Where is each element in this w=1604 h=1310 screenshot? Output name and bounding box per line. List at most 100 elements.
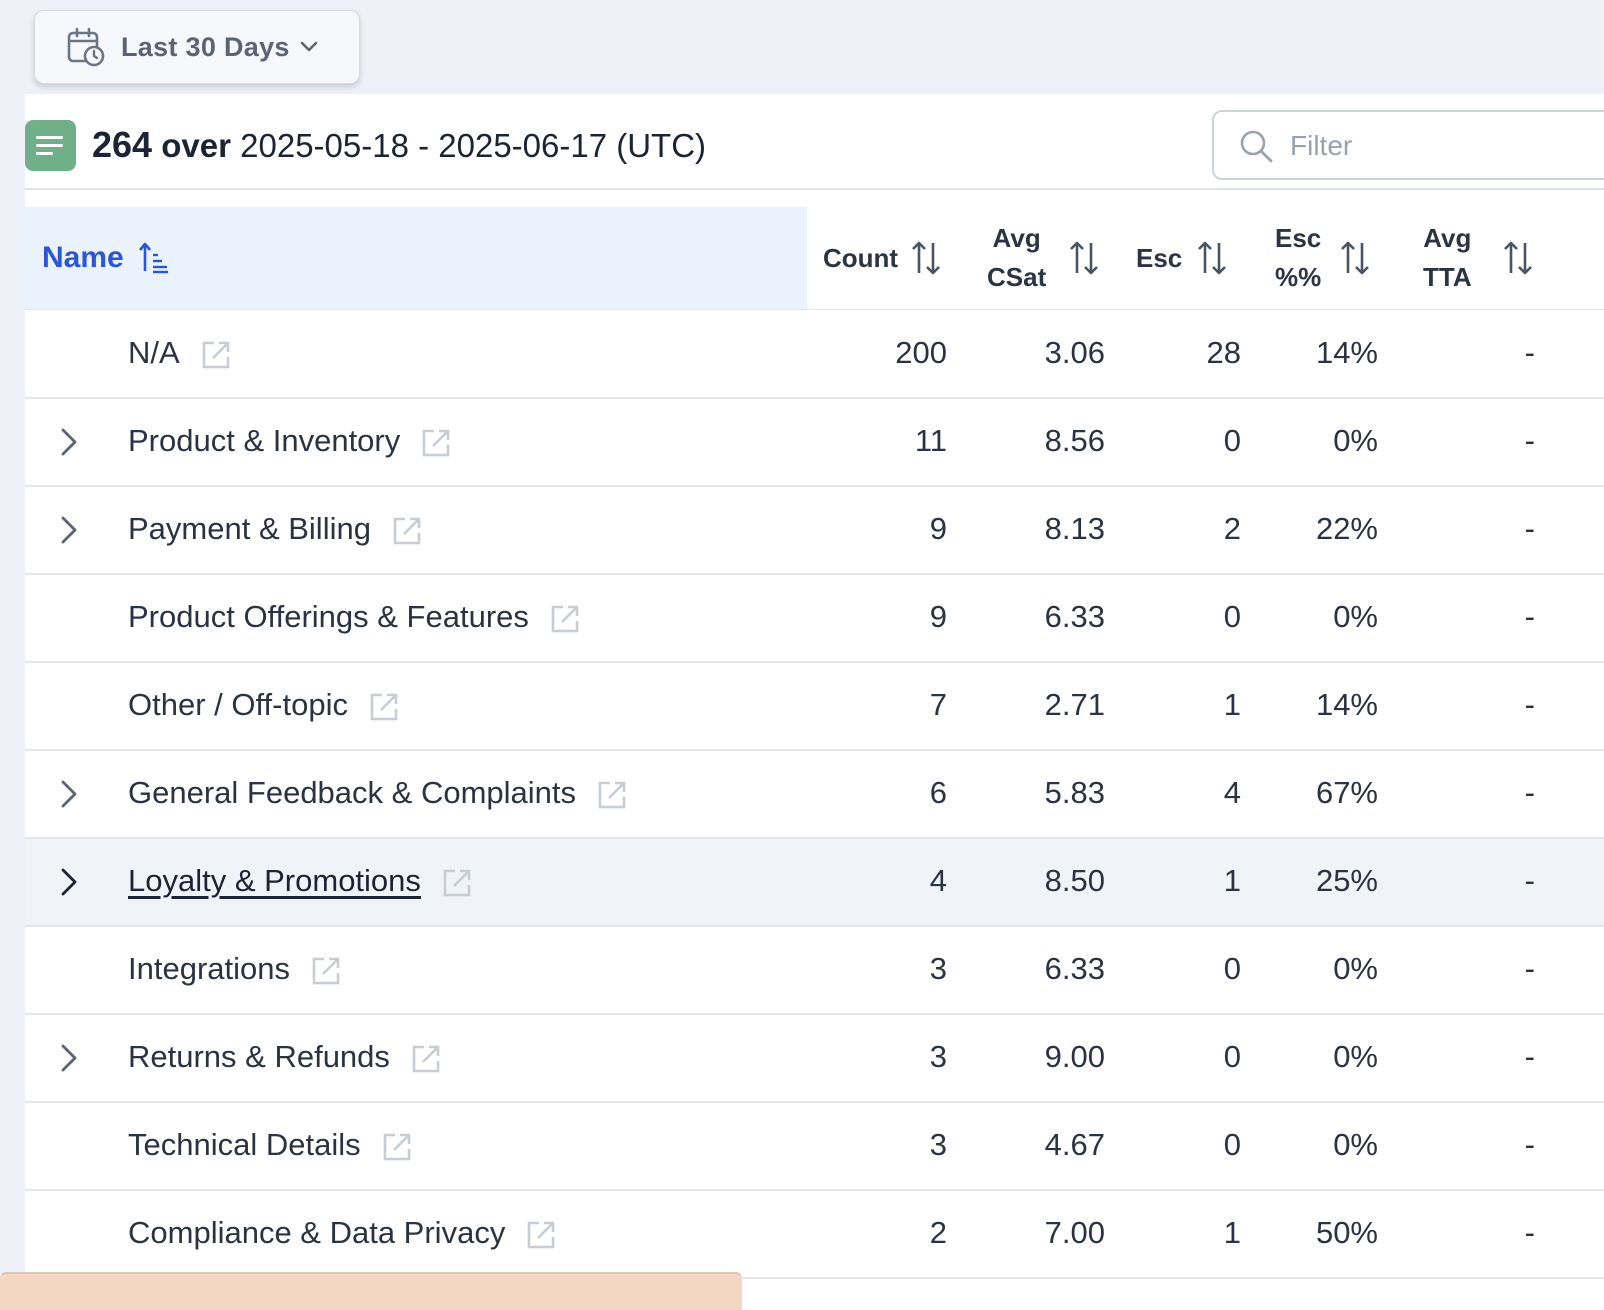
row-name-link[interactable]: Loyalty & Promotions <box>128 863 421 898</box>
esc-pct-cell: 22% <box>1315 511 1378 546</box>
esc-pct-cell: 14% <box>1315 335 1378 370</box>
table-row[interactable]: Integrations 3 6.33 0 0% - <box>25 927 1604 1015</box>
row-name-link[interactable]: Other / Off-topic <box>128 687 348 722</box>
chevron-right-icon[interactable] <box>59 1043 79 1073</box>
external-link-icon[interactable] <box>368 691 400 723</box>
count-cell: 2 <box>929 1215 947 1250</box>
chevron-right-icon[interactable] <box>59 427 79 457</box>
external-link-icon[interactable] <box>420 427 452 459</box>
avg-csat-cell: 6.33 <box>1044 951 1105 986</box>
chevron-right-icon[interactable] <box>59 779 79 809</box>
row-name-link[interactable]: General Feedback & Complaints <box>128 775 577 810</box>
external-link-icon[interactable] <box>391 515 423 547</box>
esc-cell: 2 <box>1223 511 1241 546</box>
table-row[interactable]: Other / Off-topic 7 2.71 1 14% - <box>25 663 1604 751</box>
table-row[interactable]: N/A 200 3.06 28 14% - <box>25 311 1604 399</box>
avg-tta-cell: - <box>1524 775 1535 810</box>
row-name-link[interactable]: Payment & Billing <box>128 511 371 546</box>
avg-tta-cell: - <box>1524 687 1535 722</box>
count-cell: 4 <box>929 863 947 898</box>
external-link-icon[interactable] <box>441 867 473 899</box>
esc-cell: 1 <box>1223 863 1241 898</box>
table-row[interactable]: General Feedback & Complaints 6 5.83 4 67% - <box>25 751 1604 839</box>
results-panel: 264 over 2025-05-18 - 2025-06-17 (UTC) N… <box>25 94 1604 1310</box>
column-header-name[interactable]: Name <box>25 207 807 309</box>
row-name-link[interactable]: Product Offerings & Features <box>128 599 529 634</box>
count-cell: 3 <box>929 1039 947 1074</box>
avg-csat-cell: 6.33 <box>1044 599 1105 634</box>
chevron-right-icon[interactable] <box>59 867 79 897</box>
esc-pct-cell: 14% <box>1315 687 1378 722</box>
filter-input[interactable] <box>1288 122 1592 170</box>
avg-tta-cell: - <box>1524 335 1535 370</box>
avg-tta-cell: - <box>1524 599 1535 634</box>
table-row[interactable]: Technical Details 3 4.67 0 0% - <box>25 1103 1604 1191</box>
avg-tta-cell: - <box>1524 1127 1535 1162</box>
column-header-count-label: Count <box>823 242 899 273</box>
count-cell: 200 <box>895 335 947 370</box>
esc-pct-cell: 50% <box>1315 1215 1378 1250</box>
table-row[interactable]: Compliance & Data Privacy 2 7.00 1 50% - <box>25 1191 1604 1279</box>
esc-pct-cell: 0% <box>1333 423 1378 458</box>
esc-pct-cell: 0% <box>1333 1039 1378 1074</box>
list-icon <box>25 120 76 171</box>
external-link-icon[interactable] <box>381 1131 413 1163</box>
summary-connector: over <box>161 127 231 164</box>
column-header-esc-label: Esc <box>1136 242 1183 273</box>
date-range-button[interactable]: Last 30 Days <box>34 10 360 84</box>
esc-pct-cell: 0% <box>1333 1127 1378 1162</box>
esc-cell: 0 <box>1223 423 1241 458</box>
count-cell: 6 <box>929 775 947 810</box>
row-name-link[interactable]: N/A <box>128 335 180 370</box>
column-header-avg-csat-label: Avg CSat <box>987 223 1047 292</box>
column-header-count[interactable]: Count <box>823 207 942 309</box>
external-link-icon[interactable] <box>596 779 628 811</box>
date-range-label: Last 30 Days <box>121 31 290 62</box>
table-row[interactable]: Product Offerings & Features 9 6.33 0 0% - <box>25 575 1604 663</box>
filter-field[interactable] <box>1212 110 1604 180</box>
column-header-esc[interactable]: Esc <box>1136 207 1228 309</box>
column-header-avg-csat[interactable]: Avg CSat <box>987 207 1100 309</box>
avg-csat-cell: 4.67 <box>1044 1127 1105 1162</box>
avg-csat-cell: 8.56 <box>1044 423 1105 458</box>
row-name-link[interactable]: Technical Details <box>128 1127 361 1162</box>
avg-csat-cell: 2.71 <box>1044 687 1105 722</box>
column-header-esc-pct[interactable]: Esc%% <box>1275 207 1371 309</box>
avg-tta-cell: - <box>1524 863 1535 898</box>
external-link-icon[interactable] <box>200 339 232 371</box>
count-cell: 9 <box>929 599 947 634</box>
count-cell: 3 <box>929 951 947 986</box>
avg-tta-cell: - <box>1524 1215 1535 1250</box>
esc-pct-cell: 0% <box>1333 599 1378 634</box>
esc-cell: 1 <box>1223 687 1241 722</box>
row-name-link[interactable]: Returns & Refunds <box>128 1039 390 1074</box>
esc-cell: 0 <box>1223 1039 1241 1074</box>
row-name-link[interactable]: Compliance & Data Privacy <box>128 1215 506 1250</box>
sort-icon <box>1341 241 1370 275</box>
sort-icon <box>1503 241 1532 275</box>
external-link-icon[interactable] <box>310 955 342 987</box>
row-name-link[interactable]: Product & Inventory <box>128 423 401 458</box>
chevron-down-icon <box>300 41 318 52</box>
summary-count: 264 <box>92 124 153 165</box>
esc-cell: 0 <box>1223 599 1241 634</box>
avg-tta-cell: - <box>1524 951 1535 986</box>
avg-csat-cell: 8.50 <box>1044 863 1105 898</box>
external-link-icon[interactable] <box>410 1043 442 1075</box>
table-row[interactable]: Payment & Billing 9 8.13 2 22% - <box>25 487 1604 575</box>
external-link-icon[interactable] <box>549 603 581 635</box>
chevron-right-icon[interactable] <box>59 515 79 545</box>
table-row[interactable]: Product & Inventory 11 8.56 0 0% - <box>25 399 1604 487</box>
column-header-name-label: Name <box>42 241 124 274</box>
table-row[interactable]: Loyalty & Promotions 4 8.50 1 25% - <box>25 839 1604 927</box>
count-cell: 11 <box>914 423 947 458</box>
sort-icon <box>912 241 941 275</box>
count-cell: 9 <box>929 511 947 546</box>
column-header-avg-tta[interactable]: Avg TTA <box>1423 207 1534 309</box>
avg-csat-cell: 9.00 <box>1044 1039 1105 1074</box>
row-name-link[interactable]: Integrations <box>128 951 290 986</box>
avg-tta-cell: - <box>1524 423 1535 458</box>
avg-csat-cell: 8.13 <box>1044 511 1105 546</box>
external-link-icon[interactable] <box>525 1219 557 1251</box>
table-row[interactable]: Returns & Refunds 3 9.00 0 0% - <box>25 1015 1604 1103</box>
